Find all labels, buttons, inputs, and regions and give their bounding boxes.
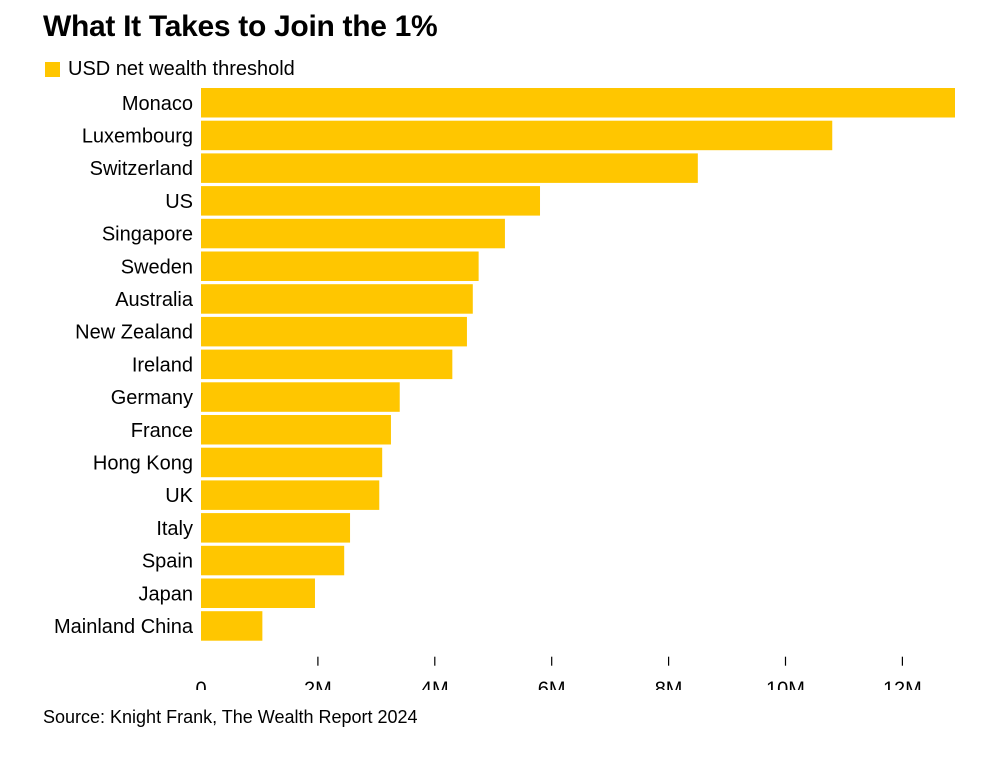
bar-japan: [201, 578, 315, 608]
category-label-switzerland: Switzerland: [90, 158, 193, 180]
bar-mainland-china: [201, 611, 263, 641]
bar-france: [201, 415, 391, 445]
bar-germany: [201, 382, 400, 412]
category-label-singapore: Singapore: [102, 224, 193, 246]
source-note: Source: Knight Frank, The Wealth Report …: [43, 707, 418, 727]
category-label-france: France: [131, 420, 193, 442]
category-label-hong-kong: Hong Kong: [93, 452, 193, 474]
category-label-japan: Japan: [139, 583, 194, 605]
bar-spain: [201, 545, 345, 576]
category-label-sweden: Sweden: [121, 256, 193, 278]
x-tick-label: 10M: [766, 679, 805, 690]
bar-sweden: [201, 251, 479, 281]
bar-hong-kong: [201, 447, 383, 478]
bar-singapore: [201, 218, 505, 249]
bar-uk: [201, 480, 380, 510]
category-label-italy: Italy: [156, 518, 193, 540]
bar-chart: Monaco Luxembourg Switzerland US Singapore Sw…: [54, 88, 955, 690]
bar-switzerland: [201, 153, 698, 183]
x-tick-label: 0: [195, 679, 206, 690]
bar-monaco: [201, 88, 955, 118]
category-label-us: US: [165, 191, 193, 213]
x-tick-label: 4M: [421, 679, 449, 690]
legend-swatch: [45, 61, 60, 77]
chart-title: What It Takes to Join the 1%: [43, 10, 438, 43]
category-label-monaco: Monaco: [122, 93, 193, 115]
bar-us: [201, 186, 541, 216]
category-label-ireland: Ireland: [132, 354, 193, 376]
legend-label: USD net wealth threshold: [68, 57, 295, 80]
bar-new-zealand: [201, 316, 467, 347]
category-label-spain: Spain: [142, 551, 193, 573]
bar-luxembourg: [201, 120, 833, 151]
legend: USD net wealth threshold: [45, 57, 295, 81]
category-label-mainland-china: Mainland China: [54, 616, 194, 638]
category-label-australia: Australia: [115, 289, 194, 311]
category-label-germany: Germany: [111, 387, 193, 409]
x-tick-label: 8M: [655, 679, 683, 690]
bar-italy: [201, 513, 351, 543]
bar-ireland: [201, 349, 453, 380]
x-tick-label: 6M: [538, 679, 566, 690]
x-tick-label: 2M: [304, 679, 332, 690]
category-label-luxembourg: Luxembourg: [82, 125, 193, 147]
category-label-uk: UK: [165, 485, 193, 507]
x-tick-label: 12M: [883, 679, 922, 690]
category-label-new-zealand: New Zealand: [75, 322, 193, 344]
bar-australia: [201, 284, 473, 314]
